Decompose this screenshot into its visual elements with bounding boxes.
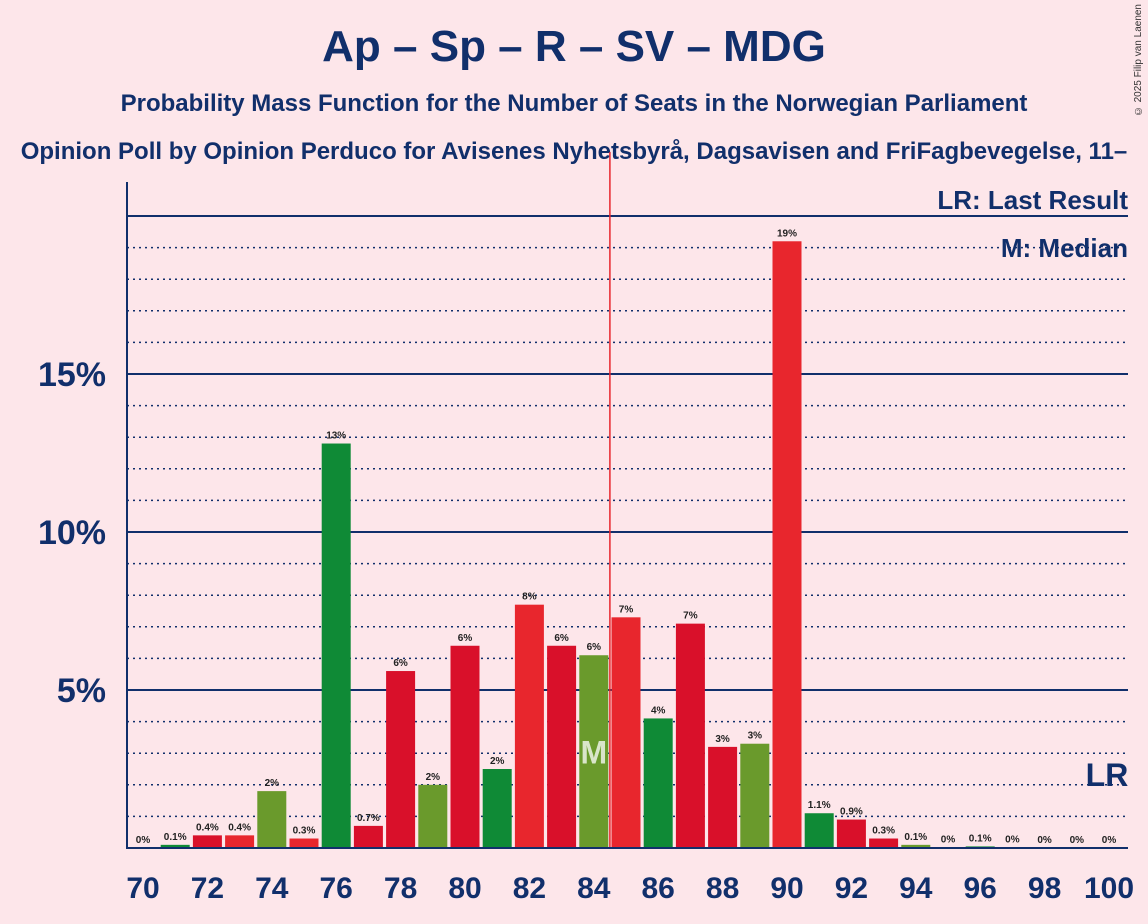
markers: M LR bbox=[580, 735, 1128, 793]
bar-seat-93 bbox=[869, 838, 899, 848]
x-tick-label: 82 bbox=[513, 872, 546, 905]
data-label-seat-92: 0.9% bbox=[840, 807, 863, 818]
legend-last-result: LR: Last Result bbox=[937, 185, 1128, 215]
x-tick-label: 98 bbox=[1028, 872, 1061, 905]
x-tick-label: 72 bbox=[191, 872, 224, 905]
grid-lines bbox=[127, 152, 1128, 848]
bar-seat-76 bbox=[321, 443, 351, 848]
x-tick-label: 70 bbox=[126, 872, 159, 905]
legend-median: M: Median bbox=[1001, 233, 1128, 263]
axes bbox=[126, 182, 1128, 849]
x-tick-label: 96 bbox=[964, 872, 997, 905]
bar-seat-80 bbox=[450, 645, 480, 848]
bar-seat-72 bbox=[192, 835, 222, 848]
y-tick-label: 10% bbox=[38, 514, 106, 552]
data-label-seat-70: 0% bbox=[136, 835, 151, 846]
bar-seat-78 bbox=[386, 671, 416, 848]
data-label-seat-72: 0.4% bbox=[196, 822, 219, 833]
bar-series bbox=[160, 241, 1027, 848]
bar-seat-74 bbox=[257, 791, 287, 848]
bar-seat-79 bbox=[418, 784, 448, 848]
bar-seat-81 bbox=[482, 769, 512, 848]
data-label-seat-71: 0.1% bbox=[164, 832, 187, 843]
data-label-seat-88: 3% bbox=[715, 734, 730, 745]
x-tick-label: 80 bbox=[448, 872, 481, 905]
data-label-seat-73: 0.4% bbox=[228, 822, 251, 833]
bar-seat-87 bbox=[675, 623, 705, 848]
x-tick-label: 90 bbox=[770, 872, 803, 905]
data-label-seat-93: 0.3% bbox=[872, 826, 895, 837]
data-label-seat-75: 0.3% bbox=[293, 826, 316, 837]
x-tick-label: 74 bbox=[255, 872, 289, 905]
chart-subtitle: Probability Mass Function for the Number… bbox=[120, 90, 1028, 117]
x-tick-label: 78 bbox=[384, 872, 417, 905]
data-label-seat-90: 19% bbox=[777, 228, 797, 239]
legend: LR: Last Result M: Median bbox=[937, 185, 1128, 263]
data-label-seat-87: 7% bbox=[683, 611, 698, 622]
bar-seat-94 bbox=[901, 844, 931, 848]
bar-seat-73 bbox=[225, 835, 255, 848]
data-label-seat-85: 7% bbox=[619, 604, 634, 615]
data-label-seat-82: 8% bbox=[522, 592, 537, 603]
x-tick-label: 92 bbox=[835, 872, 868, 905]
bar-seat-88 bbox=[708, 746, 738, 848]
data-label-seat-74: 2% bbox=[265, 778, 280, 789]
data-label-seat-95: 0% bbox=[941, 834, 956, 845]
x-tick-label: 88 bbox=[706, 872, 739, 905]
data-label-seat-79: 2% bbox=[426, 772, 441, 783]
bar-seat-91 bbox=[804, 813, 834, 848]
data-label-seat-77: 0.7% bbox=[357, 813, 380, 824]
data-label-seat-94: 0.1% bbox=[904, 832, 927, 843]
data-label-seat-100: 0% bbox=[1102, 835, 1117, 846]
y-tick-label: 15% bbox=[38, 356, 106, 394]
data-label-seat-97: 0% bbox=[1005, 835, 1020, 846]
data-label-seat-80: 6% bbox=[458, 633, 473, 644]
median-marker: M bbox=[580, 735, 607, 771]
data-label-seat-98: 0% bbox=[1037, 835, 1052, 846]
bar-seat-82 bbox=[514, 604, 544, 848]
bar-seat-83 bbox=[547, 645, 577, 848]
data-label-seat-99: 0% bbox=[1070, 835, 1085, 846]
chart-title: Ap – Sp – R – SV – MDG bbox=[322, 22, 826, 71]
x-tick-label: 100 bbox=[1084, 872, 1134, 905]
data-label-seat-78: 6% bbox=[393, 658, 408, 669]
bar-seat-90 bbox=[772, 241, 802, 848]
bar-seat-85 bbox=[611, 617, 641, 848]
data-label-seat-96: 0.1% bbox=[969, 833, 992, 844]
bar-seat-75 bbox=[289, 838, 319, 848]
bar-seat-92 bbox=[836, 819, 866, 848]
x-tick-label: 86 bbox=[642, 872, 675, 905]
bar-seat-71 bbox=[160, 844, 190, 848]
x-tick-label: 84 bbox=[577, 872, 611, 905]
poll-source: Opinion Poll by Opinion Perduco for Avis… bbox=[20, 138, 1128, 165]
data-label-seat-81: 2% bbox=[490, 756, 505, 767]
x-tick-label: 76 bbox=[320, 872, 353, 905]
data-label-seat-83: 6% bbox=[554, 633, 569, 644]
bar-seat-84 bbox=[579, 655, 609, 848]
bar-seat-89 bbox=[740, 743, 770, 848]
data-label-seat-89: 3% bbox=[748, 731, 763, 742]
data-label-seat-76: 13% bbox=[326, 431, 346, 442]
tick-labels: 70 72 74 76 78 80 82 84 86 88 90 92 94 96 98 100 5% 10% 15… bbox=[38, 356, 1134, 905]
data-label-seat-91: 1.1% bbox=[808, 800, 831, 811]
x-tick-label: 94 bbox=[899, 872, 933, 905]
data-label-seat-84: 6% bbox=[587, 642, 602, 653]
y-tick-label: 5% bbox=[57, 672, 106, 710]
last-result-marker: LR bbox=[1086, 757, 1129, 793]
data-labels: 0% 0.1% 0.4% 0.4% 2% 0.3% 13% 0.7% 6% 2% 6% 2% 8% 6% 6… bbox=[136, 228, 1117, 846]
bar-seat-77 bbox=[353, 825, 383, 848]
data-label-seat-86: 4% bbox=[651, 705, 666, 716]
bar-seat-86 bbox=[643, 718, 673, 848]
